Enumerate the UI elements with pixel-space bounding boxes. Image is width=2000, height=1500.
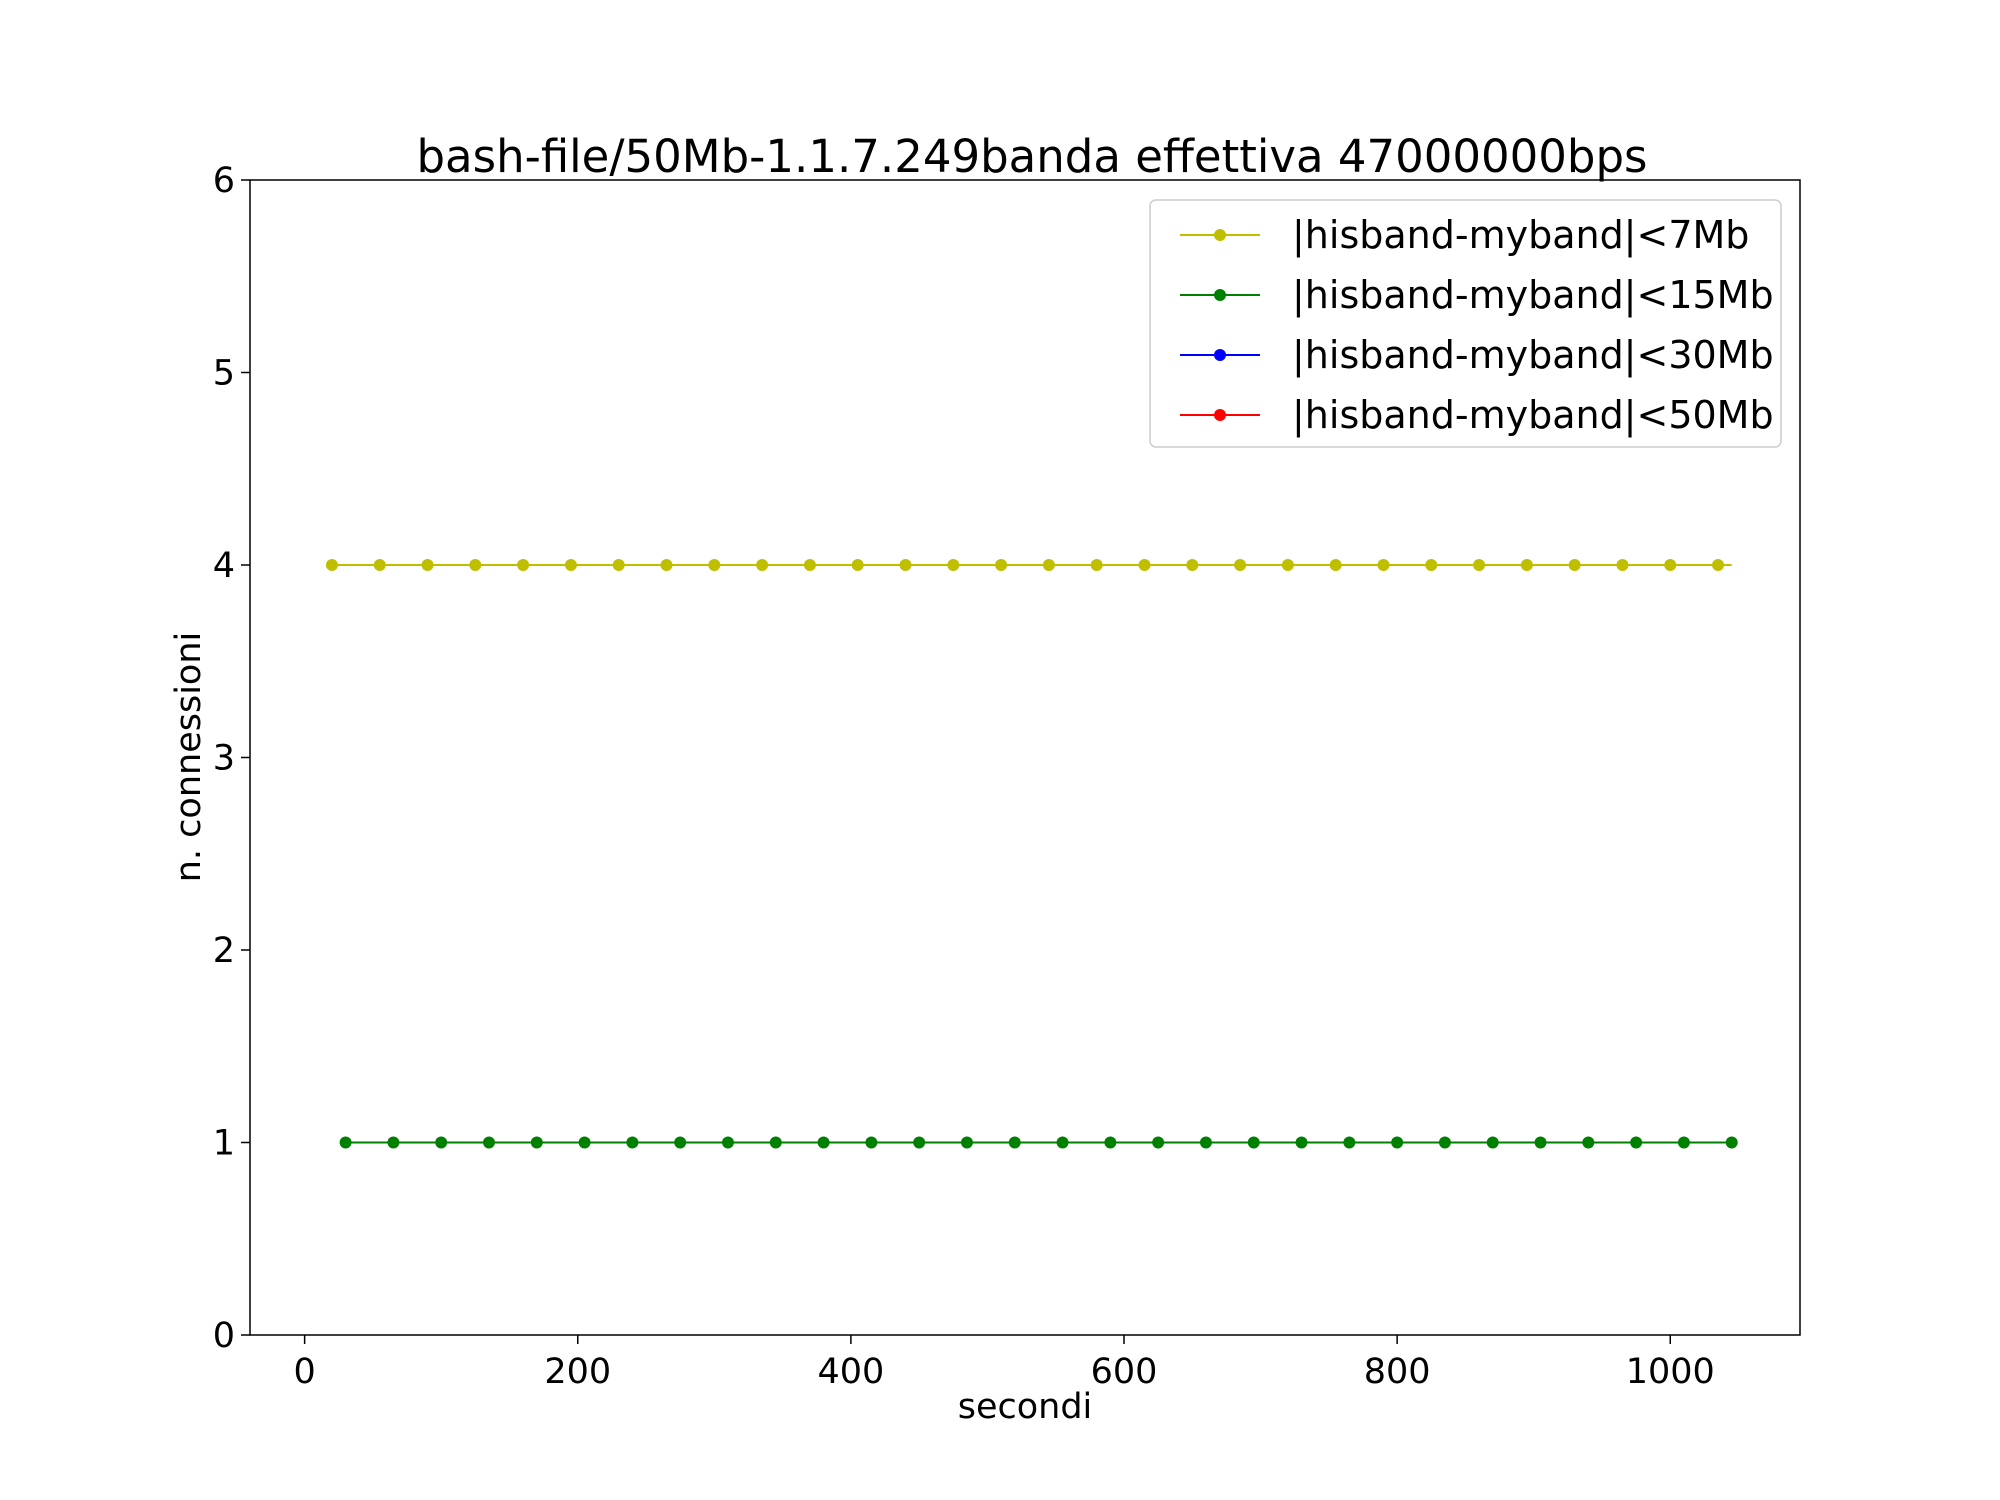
x-axis-ticks: 0 200 400 600 800 1000	[293, 1335, 1715, 1392]
data-point	[1247, 1136, 1260, 1149]
legend-marker	[1214, 409, 1226, 421]
data-point	[1329, 559, 1342, 571]
data-point	[865, 1136, 878, 1149]
data-point	[373, 559, 386, 571]
data-point	[1295, 1136, 1308, 1149]
data-point	[1377, 559, 1390, 571]
data-point	[1677, 1136, 1690, 1149]
data-point	[913, 1136, 926, 1149]
legend-item: |hisband-myband|<7Mb	[1180, 213, 1749, 258]
legend-label: |hisband-myband|<15Mb	[1292, 273, 1774, 318]
data-point	[626, 1136, 639, 1149]
data-point	[1090, 559, 1103, 571]
y-axis-ticks: 0 1 2 3 4 5 6	[213, 161, 250, 1356]
data-point	[325, 559, 338, 571]
data-point	[1042, 559, 1055, 571]
x-tick-label: 200	[544, 1352, 611, 1392]
data-point	[756, 559, 769, 571]
legend-label: |hisband-myband|<7Mb	[1292, 213, 1749, 258]
y-tick-label: 3	[213, 739, 235, 779]
y-tick-label: 1	[213, 1124, 235, 1164]
data-point	[1391, 1136, 1404, 1149]
data-point	[482, 1136, 495, 1149]
data-point	[1473, 559, 1486, 571]
data-point	[1582, 1136, 1595, 1149]
data-point	[1343, 1136, 1356, 1149]
x-tick-label: 0	[293, 1352, 315, 1392]
legend-item: |hisband-myband|<50Mb	[1180, 393, 1774, 438]
y-tick-label: 6	[213, 161, 235, 201]
data-point	[817, 1136, 830, 1149]
x-axis-label: secondi	[958, 1387, 1093, 1427]
data-point	[1425, 559, 1438, 571]
y-tick-label: 0	[213, 1316, 235, 1356]
chart-title: bash-file/50Mb-1.1.7.249banda effettiva …	[416, 130, 1647, 183]
data-point	[421, 559, 434, 571]
data-point	[960, 1136, 973, 1149]
data-point	[1152, 1136, 1165, 1149]
x-tick-label: 1000	[1626, 1352, 1715, 1392]
y-tick-label: 2	[213, 931, 235, 971]
data-point	[1712, 559, 1725, 571]
data-point	[469, 559, 482, 571]
data-point	[1664, 559, 1677, 571]
data-point	[339, 1136, 352, 1149]
x-tick-label: 400	[817, 1352, 884, 1392]
data-point	[517, 559, 530, 571]
data-point	[803, 559, 816, 571]
data-point	[708, 559, 721, 571]
data-point	[1520, 559, 1533, 571]
series-1	[325, 559, 1732, 571]
data-point	[1138, 559, 1151, 571]
legend-marker	[1214, 229, 1226, 241]
y-axis-label: n. connessioni	[169, 632, 209, 883]
legend-marker	[1214, 289, 1226, 301]
data-point	[530, 1136, 543, 1149]
series-2	[339, 1136, 1738, 1149]
data-point	[1630, 1136, 1643, 1149]
data-point	[995, 559, 1008, 571]
data-point	[1534, 1136, 1547, 1149]
data-point	[1616, 559, 1629, 571]
data-point	[564, 559, 577, 571]
data-point	[1438, 1136, 1451, 1149]
legend-item: |hisband-myband|<30Mb	[1180, 333, 1774, 378]
data-point	[660, 559, 673, 571]
data-point	[387, 1136, 400, 1149]
legend-label: |hisband-myband|<30Mb	[1292, 333, 1774, 378]
data-point	[1234, 559, 1247, 571]
y-tick-label: 4	[213, 546, 235, 586]
data-point	[1199, 1136, 1212, 1149]
legend-label: |hisband-myband|<50Mb	[1292, 393, 1774, 438]
legend-item: |hisband-myband|<15Mb	[1180, 273, 1774, 318]
series-layer	[325, 559, 1738, 1149]
data-point	[947, 559, 960, 571]
data-point	[1104, 1136, 1117, 1149]
legend-box	[1149, 199, 1782, 448]
data-point	[1725, 1136, 1738, 1149]
data-point	[578, 1136, 591, 1149]
data-point	[612, 559, 625, 571]
data-point	[1568, 559, 1581, 571]
legend: |hisband-myband|<7Mb |hisband-myband|<15M…	[1149, 199, 1782, 448]
x-tick-label: 600	[1091, 1352, 1158, 1392]
x-tick-label: 800	[1364, 1352, 1431, 1392]
data-point	[769, 1136, 782, 1149]
data-point	[435, 1136, 448, 1149]
y-tick-label: 5	[213, 354, 235, 394]
legend-marker	[1214, 349, 1226, 361]
data-point	[899, 559, 912, 571]
data-point	[674, 1136, 687, 1149]
data-point	[1056, 1136, 1069, 1149]
data-point	[1281, 559, 1294, 571]
data-point	[1186, 559, 1199, 571]
data-point	[1486, 1136, 1499, 1149]
data-point	[1008, 1136, 1021, 1149]
data-point	[721, 1136, 734, 1149]
data-point	[851, 559, 864, 571]
